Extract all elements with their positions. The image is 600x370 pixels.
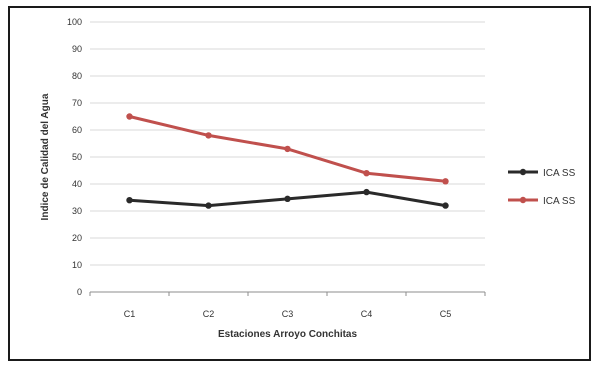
y-tick-label: 20 bbox=[72, 233, 82, 243]
legend-label: ICA SS bbox=[543, 196, 576, 207]
legend-marker bbox=[519, 168, 527, 176]
series-group bbox=[126, 113, 449, 209]
data-point bbox=[284, 195, 291, 203]
y-tick-label: 90 bbox=[72, 44, 82, 54]
data-point bbox=[363, 170, 370, 177]
y-tick-label: 40 bbox=[72, 179, 82, 189]
x-tick-label: C1 bbox=[124, 309, 136, 319]
data-point bbox=[126, 113, 133, 120]
x-tick-label: C3 bbox=[282, 309, 294, 319]
y-tick-label: 70 bbox=[72, 98, 82, 108]
data-point bbox=[205, 132, 212, 139]
y-tick-label: 0 bbox=[77, 287, 82, 297]
x-tick-label: C5 bbox=[440, 309, 452, 319]
data-point bbox=[442, 202, 449, 209]
legend: ICA SS ICA SS bbox=[508, 168, 576, 207]
y-axis-title: Indice de Calidad del Agua bbox=[40, 93, 51, 220]
data-point bbox=[284, 145, 291, 153]
data-point bbox=[363, 188, 370, 196]
y-tick-label: 80 bbox=[72, 71, 82, 81]
x-axis-title: Estaciones Arroyo Conchitas bbox=[218, 329, 358, 340]
data-point bbox=[126, 197, 133, 204]
x-tick-label: C2 bbox=[203, 309, 215, 319]
data-point bbox=[205, 202, 212, 209]
y-tick-label: 100 bbox=[67, 17, 82, 27]
y-tick-label: 30 bbox=[72, 206, 82, 216]
x-axis-ticks: C1 C2 C3 C4 C5 bbox=[89, 292, 486, 319]
data-point bbox=[442, 178, 449, 185]
y-tick-label: 10 bbox=[72, 260, 82, 270]
gridlines bbox=[90, 21, 485, 266]
legend-label: ICA SS bbox=[543, 168, 576, 179]
y-tick-label: 60 bbox=[72, 125, 82, 135]
y-axis-ticks: 0 10 20 30 40 50 60 70 80 90 100 bbox=[67, 17, 82, 297]
legend-marker bbox=[519, 196, 527, 204]
y-tick-label: 50 bbox=[72, 152, 82, 162]
x-tick-label: C4 bbox=[361, 309, 373, 319]
